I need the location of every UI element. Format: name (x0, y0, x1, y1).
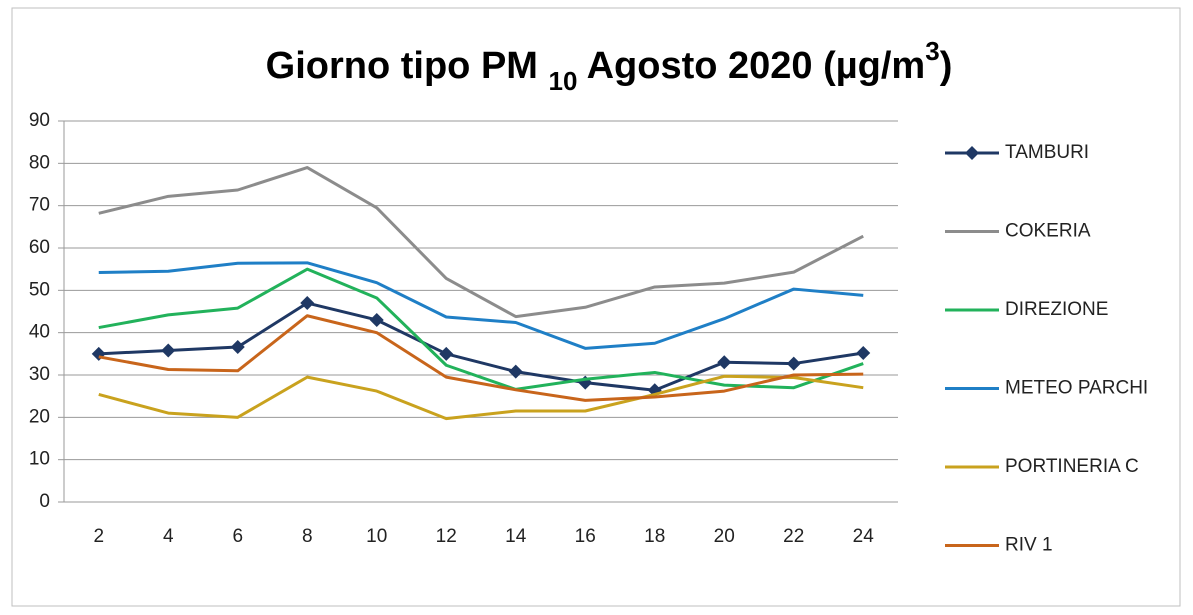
chart-frame (11, 7, 1181, 607)
data-marker (369, 312, 384, 327)
series-line (98, 301, 864, 392)
data-marker (161, 343, 176, 358)
x-tick-label: 16 (575, 526, 596, 547)
y-tick-label: 0 (39, 491, 50, 512)
x-tick-label: 4 (163, 526, 174, 547)
x-tick-label: 24 (853, 526, 875, 547)
legend-label: COKERIA (1005, 221, 1091, 242)
legend-label: TAMBURI (1005, 142, 1089, 163)
legend-label: METEO PARCHI (1005, 378, 1148, 399)
y-tick-label: 80 (29, 152, 50, 173)
x-tick-label: 18 (644, 526, 665, 547)
y-tick-label: 70 (29, 195, 50, 216)
series-line (98, 267, 864, 391)
data-marker (508, 364, 523, 379)
title-part: Giorno tipo PM (266, 45, 549, 87)
data-marker (439, 346, 454, 361)
y-tick-label: 30 (29, 364, 50, 385)
y-tick-label: 40 (29, 322, 50, 343)
legend-label: RIV 1 (1005, 535, 1053, 556)
data-marker (786, 356, 801, 371)
x-tick-label: 8 (302, 526, 313, 547)
series-line (98, 261, 864, 350)
chart-title: Giorno tipo PM 10 Agosto 2020 (µg/m3) (266, 36, 953, 96)
x-tick-label: 6 (232, 526, 243, 547)
title-part: 10 (549, 66, 578, 96)
series-line (98, 166, 864, 319)
legend-marker (965, 146, 979, 160)
x-tick-label: 20 (714, 526, 735, 547)
y-tick-label: 20 (29, 406, 50, 427)
x-tick-label: 14 (505, 526, 527, 547)
title-part: 3 (925, 36, 939, 66)
data-marker (230, 340, 245, 355)
series-line (98, 374, 864, 421)
data-marker (300, 296, 315, 311)
legend-label: PORTINERIA C (1005, 456, 1139, 477)
x-tick-label: 10 (366, 526, 387, 547)
y-tick-label: 10 (29, 449, 50, 470)
x-tick-label: 12 (436, 526, 457, 547)
x-tick-label: 22 (783, 526, 804, 547)
y-tick-label: 60 (29, 237, 50, 258)
series-line (98, 314, 864, 402)
y-tick-label: 90 (29, 110, 50, 131)
y-tick-label: 50 (29, 279, 50, 300)
data-marker (717, 355, 732, 370)
title-part: ) (940, 45, 953, 87)
x-tick-label: 2 (93, 526, 104, 547)
data-marker (856, 345, 871, 360)
title-part: Agosto 2020 (µg/m (577, 45, 925, 87)
legend-label: DIREZIONE (1005, 299, 1108, 320)
